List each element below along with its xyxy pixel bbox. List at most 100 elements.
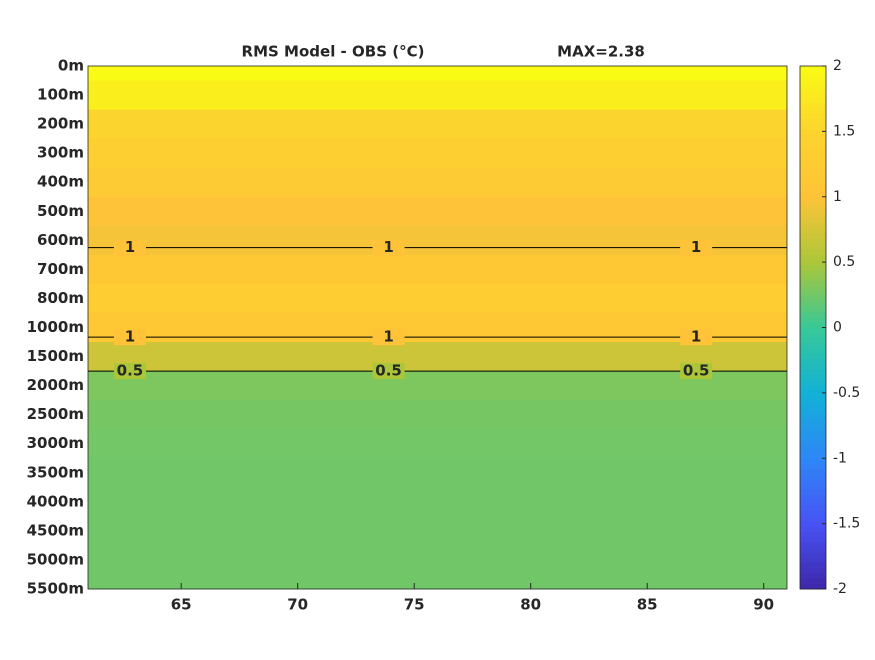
y-tick-label: 200m xyxy=(37,115,84,133)
colorbar-cell xyxy=(800,107,826,114)
contour-label: 0.5 xyxy=(683,362,710,380)
colorbar-cell xyxy=(800,348,826,355)
colorbar-tick-label: 2 xyxy=(833,58,842,74)
y-tick-label: 2500m xyxy=(27,405,84,423)
colorbar-cell xyxy=(800,453,826,459)
colorbar-cell xyxy=(800,128,826,135)
contour-label: 1 xyxy=(125,328,135,346)
colorbar-cell xyxy=(800,170,826,177)
contour-label: 0.5 xyxy=(117,362,144,380)
colorbar-cell xyxy=(800,317,826,323)
colorbar-cell xyxy=(800,102,826,109)
contour-label-bg xyxy=(680,239,713,256)
y-tick-label: 700m xyxy=(37,260,84,278)
colorbar-tick-label: 0 xyxy=(833,320,842,336)
colorbar-cell xyxy=(800,228,826,234)
contour-label-bg xyxy=(113,239,146,256)
colorbar-cell xyxy=(800,442,826,449)
colorbar-cell xyxy=(800,92,826,98)
colorbar-cell xyxy=(800,395,826,402)
annotation: MAX=2.38 xyxy=(557,43,645,61)
colorbar-cell xyxy=(800,531,826,538)
colorbar-cell xyxy=(800,86,826,93)
colorbar-cell xyxy=(800,113,826,119)
colorbar-cell xyxy=(800,296,826,302)
x-tick-label: 90 xyxy=(753,596,774,614)
colorbar-cell xyxy=(800,196,826,203)
y-tick-label: 500m xyxy=(37,202,84,220)
colorbar-cell xyxy=(800,181,826,187)
contour-label-bg xyxy=(372,239,405,256)
contour-label: 1 xyxy=(125,238,135,256)
colorbar-cell xyxy=(800,379,826,386)
colorbar-cell xyxy=(800,306,826,313)
colorbar-cell xyxy=(800,426,826,433)
colorbar-cell xyxy=(800,468,826,475)
colorbar-tick-label: 1 xyxy=(833,189,842,205)
y-tick-label: 1000m xyxy=(27,318,84,336)
colorbar-cell xyxy=(800,547,826,553)
contour-label-bg xyxy=(372,329,405,346)
heat-cell xyxy=(88,371,787,401)
colorbar-cell xyxy=(800,364,826,370)
colorbar-cell xyxy=(800,322,826,328)
heat-cell xyxy=(88,400,787,430)
heat-cell xyxy=(88,342,787,372)
colorbar-tick-label: 1.5 xyxy=(833,123,855,139)
contour-label-bg xyxy=(680,329,713,346)
plot-frame xyxy=(87,65,788,590)
contour-label-bg xyxy=(113,363,146,380)
x-tick-label: 70 xyxy=(287,596,308,614)
colorbar-cell xyxy=(800,358,826,365)
colorbar-cell xyxy=(800,217,826,224)
colorbar-cell xyxy=(800,285,826,292)
heat-cell xyxy=(88,138,787,169)
x-tick-label: 85 xyxy=(637,596,658,614)
colorbar-cell xyxy=(800,463,826,470)
colorbar-cell xyxy=(800,175,826,182)
colorbar-cell xyxy=(800,259,826,266)
contour-label: 1 xyxy=(383,238,393,256)
colorbar-cell xyxy=(800,385,826,391)
colorbar-cell xyxy=(800,154,826,161)
colorbar-cell xyxy=(800,578,826,585)
colorbar-tick-label: -1.5 xyxy=(833,516,860,532)
colorbar-cell xyxy=(800,191,826,198)
colorbar-cell xyxy=(800,212,826,219)
colorbar-cell xyxy=(800,505,826,512)
y-tick-label: 400m xyxy=(37,173,84,191)
colorbar-cell xyxy=(800,583,826,590)
heat-cell xyxy=(88,574,787,590)
colorbar-cell xyxy=(800,573,826,580)
colorbar-tick-label: -1 xyxy=(833,450,847,466)
colorbar-cell xyxy=(800,207,826,213)
contour-label-bg xyxy=(113,329,146,346)
colorbar-cell xyxy=(800,432,826,438)
heat-cell xyxy=(88,545,787,575)
x-tick-label: 65 xyxy=(171,596,192,614)
heat-cell xyxy=(88,429,787,459)
colorbar-cell xyxy=(800,541,826,548)
heat-cell xyxy=(88,225,787,256)
colorbar-cell xyxy=(800,238,826,245)
colorbar-cell xyxy=(800,405,826,412)
heat-cell xyxy=(88,458,787,488)
colorbar-cell xyxy=(800,327,826,334)
colorbar-cell xyxy=(800,400,826,407)
contour-label-bg xyxy=(372,363,405,380)
colorbar-cell xyxy=(800,149,826,156)
colorbar-cell xyxy=(800,144,826,151)
colorbar-cell xyxy=(800,369,826,376)
colorbar-cell xyxy=(800,510,826,517)
colorbar-cell xyxy=(800,301,826,308)
colorbar-cell xyxy=(800,552,826,559)
contour-label: 1 xyxy=(691,238,701,256)
y-tick-label: 4500m xyxy=(27,521,84,539)
colorbar-cell xyxy=(800,494,826,501)
colorbar-tick-label: -2 xyxy=(833,581,847,597)
colorbar-cell xyxy=(800,374,826,381)
colorbar-cell xyxy=(800,337,826,344)
colorbar-cell xyxy=(800,332,826,339)
y-tick-label: 0m xyxy=(58,57,84,75)
colorbar-cell xyxy=(800,76,826,83)
